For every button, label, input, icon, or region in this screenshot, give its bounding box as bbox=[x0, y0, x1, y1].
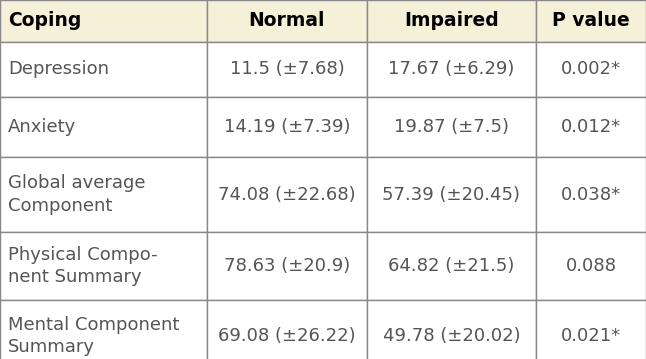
Bar bbox=[207, 97, 367, 157]
Text: Depression: Depression bbox=[8, 61, 109, 79]
Bar bbox=[207, 232, 367, 300]
Bar bbox=[0, 300, 207, 359]
Text: 78.63 (±20.9): 78.63 (±20.9) bbox=[224, 257, 350, 275]
Bar bbox=[536, 157, 646, 232]
Bar bbox=[536, 232, 646, 300]
Bar bbox=[207, 157, 367, 232]
Text: 0.012*: 0.012* bbox=[561, 118, 621, 136]
Text: 0.038*: 0.038* bbox=[561, 186, 621, 204]
Bar bbox=[367, 232, 536, 300]
Bar bbox=[0, 42, 207, 97]
Bar bbox=[367, 42, 536, 97]
Text: 74.08 (±22.68): 74.08 (±22.68) bbox=[218, 186, 356, 204]
Bar bbox=[207, 300, 367, 359]
Text: 0.021*: 0.021* bbox=[561, 327, 621, 345]
Text: Mental Component
Summary: Mental Component Summary bbox=[8, 316, 180, 356]
Bar bbox=[367, 157, 536, 232]
Text: 0.002*: 0.002* bbox=[561, 61, 621, 79]
Bar bbox=[0, 232, 207, 300]
Bar bbox=[367, 0, 536, 42]
Text: Physical Compo-
nent Summary: Physical Compo- nent Summary bbox=[8, 246, 158, 286]
Text: Normal: Normal bbox=[249, 11, 325, 31]
Bar bbox=[367, 300, 536, 359]
Bar bbox=[0, 0, 207, 42]
Bar bbox=[0, 97, 207, 157]
Text: 17.67 (±6.29): 17.67 (±6.29) bbox=[388, 61, 515, 79]
Text: 19.87 (±7.5): 19.87 (±7.5) bbox=[394, 118, 509, 136]
Text: Global average
Component: Global average Component bbox=[8, 174, 145, 215]
Bar bbox=[536, 97, 646, 157]
Text: 0.088: 0.088 bbox=[565, 257, 616, 275]
Text: Coping: Coping bbox=[8, 11, 81, 31]
Text: 64.82 (±21.5): 64.82 (±21.5) bbox=[388, 257, 515, 275]
Text: 49.78 (±20.02): 49.78 (±20.02) bbox=[382, 327, 520, 345]
Text: 57.39 (±20.45): 57.39 (±20.45) bbox=[382, 186, 521, 204]
Bar bbox=[207, 0, 367, 42]
Text: Anxiety: Anxiety bbox=[8, 118, 76, 136]
Bar bbox=[0, 157, 207, 232]
Text: Impaired: Impaired bbox=[404, 11, 499, 31]
Bar bbox=[367, 97, 536, 157]
Bar bbox=[207, 42, 367, 97]
Bar bbox=[536, 0, 646, 42]
Text: 14.19 (±7.39): 14.19 (±7.39) bbox=[224, 118, 350, 136]
Bar bbox=[536, 300, 646, 359]
Bar bbox=[536, 42, 646, 97]
Text: 69.08 (±26.22): 69.08 (±26.22) bbox=[218, 327, 356, 345]
Text: 11.5 (±7.68): 11.5 (±7.68) bbox=[229, 61, 344, 79]
Text: P value: P value bbox=[552, 11, 630, 31]
